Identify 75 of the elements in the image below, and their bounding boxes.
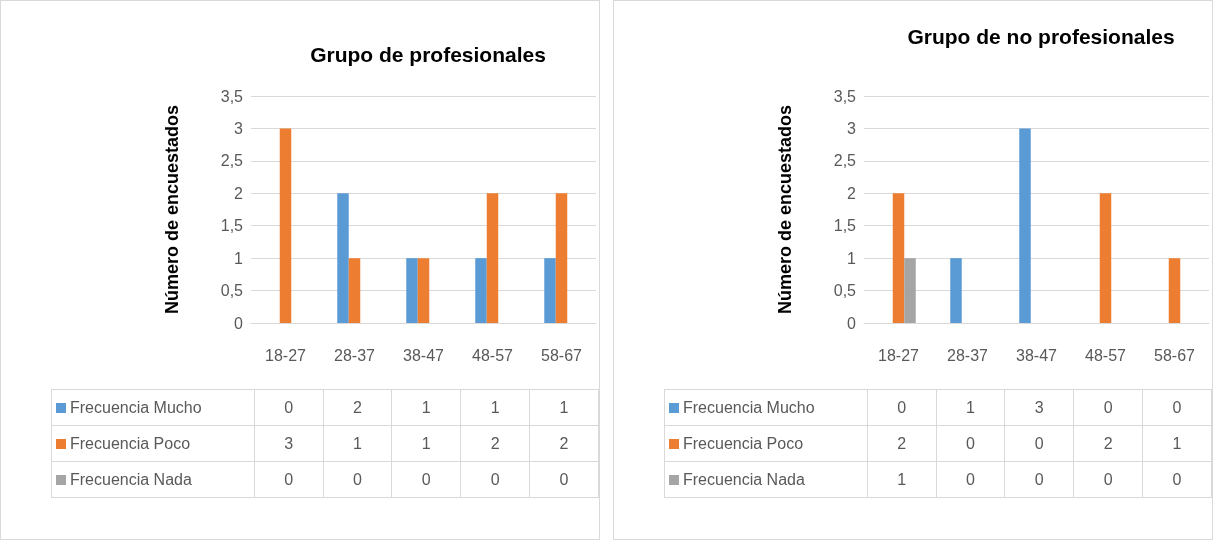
y-tick-label: 1,5: [833, 217, 857, 235]
x-tick-label: 28-37: [334, 346, 376, 364]
data-label: 3: [1004, 389, 1074, 426]
data-label: 0: [323, 461, 392, 498]
legend-label: Frecuencia Nada: [664, 461, 868, 498]
bar: [892, 193, 905, 323]
y-axis-title: Número de encuestados: [775, 104, 795, 315]
y-tick-label: 1: [847, 249, 857, 267]
bar: [555, 193, 568, 323]
data-label: 1: [529, 389, 599, 426]
bar: [486, 193, 499, 323]
y-tick-label: 0: [234, 314, 244, 332]
x-tick-label: 58-67: [541, 346, 583, 364]
bar: [950, 258, 962, 323]
chart-title: Grupo de profesionales: [310, 43, 546, 66]
data-label: 1: [391, 389, 461, 426]
bar: [904, 258, 916, 323]
y-tick-label: 1: [234, 249, 244, 267]
legend-label: Frecuencia Poco: [51, 425, 255, 462]
y-tick-label: 2: [234, 184, 244, 202]
bar: [1168, 258, 1181, 323]
y-tick-label: 0,5: [220, 282, 244, 300]
x-tick-label: 18-27: [265, 346, 307, 364]
x-tick-label: 48-57: [472, 346, 514, 364]
data-label: 0: [391, 461, 461, 498]
data-label: 1: [323, 425, 392, 462]
data-label: 1: [1142, 425, 1212, 462]
x-tick-label: 58-67: [1154, 346, 1196, 364]
x-tick-label: 28-37: [947, 346, 989, 364]
data-label: 0: [1142, 389, 1212, 426]
bar: [348, 258, 361, 323]
y-tick-label: 3,5: [833, 87, 857, 105]
bar: [1099, 193, 1112, 323]
y-tick-label: 3: [847, 119, 857, 137]
bar: [475, 258, 487, 323]
y-tick-label: 0: [847, 314, 857, 332]
y-tick-label: 0,5: [833, 282, 857, 300]
x-tick-label: 48-57: [1085, 346, 1127, 364]
y-tick-label: 2,5: [833, 152, 857, 170]
data-label: 0: [460, 461, 530, 498]
data-label: 1: [936, 389, 1005, 426]
data-label: 1: [460, 389, 530, 426]
y-tick-label: 2: [847, 184, 857, 202]
data-label: 2: [1073, 425, 1143, 462]
data-label: 2: [529, 425, 599, 462]
y-tick-label: 3,5: [220, 87, 244, 105]
bar: [279, 128, 292, 323]
legend-label: Frecuencia Poco: [664, 425, 868, 462]
data-label: 0: [1004, 461, 1074, 498]
legend-label: Frecuencia Nada: [51, 461, 255, 498]
data-label: 0: [1073, 389, 1143, 426]
y-tick-label: 1,5: [220, 217, 244, 235]
data-label: 0: [936, 425, 1005, 462]
data-label: 1: [391, 425, 461, 462]
x-tick-label: 38-47: [1016, 346, 1058, 364]
data-label: 0: [1073, 461, 1143, 498]
bar: [544, 258, 556, 323]
data-label: 0: [936, 461, 1005, 498]
y-axis-title: Número de encuestados: [162, 104, 182, 315]
bar: [417, 258, 430, 323]
data-label: 0: [529, 461, 599, 498]
y-tick-label: 2,5: [220, 152, 244, 170]
chart-title: Grupo de no profesionales: [907, 25, 1175, 48]
legend-label: Frecuencia Mucho: [664, 389, 868, 426]
data-label: 2: [323, 389, 392, 426]
x-tick-label: 18-27: [878, 346, 920, 364]
bar: [406, 258, 418, 323]
y-tick-label: 3: [234, 119, 244, 137]
bar: [337, 193, 349, 323]
x-tick-label: 38-47: [403, 346, 445, 364]
legend-label: Frecuencia Mucho: [51, 389, 255, 426]
data-label: 0: [1142, 461, 1212, 498]
data-label: 2: [460, 425, 530, 462]
data-label: 0: [1004, 425, 1074, 462]
bar: [1019, 128, 1031, 323]
